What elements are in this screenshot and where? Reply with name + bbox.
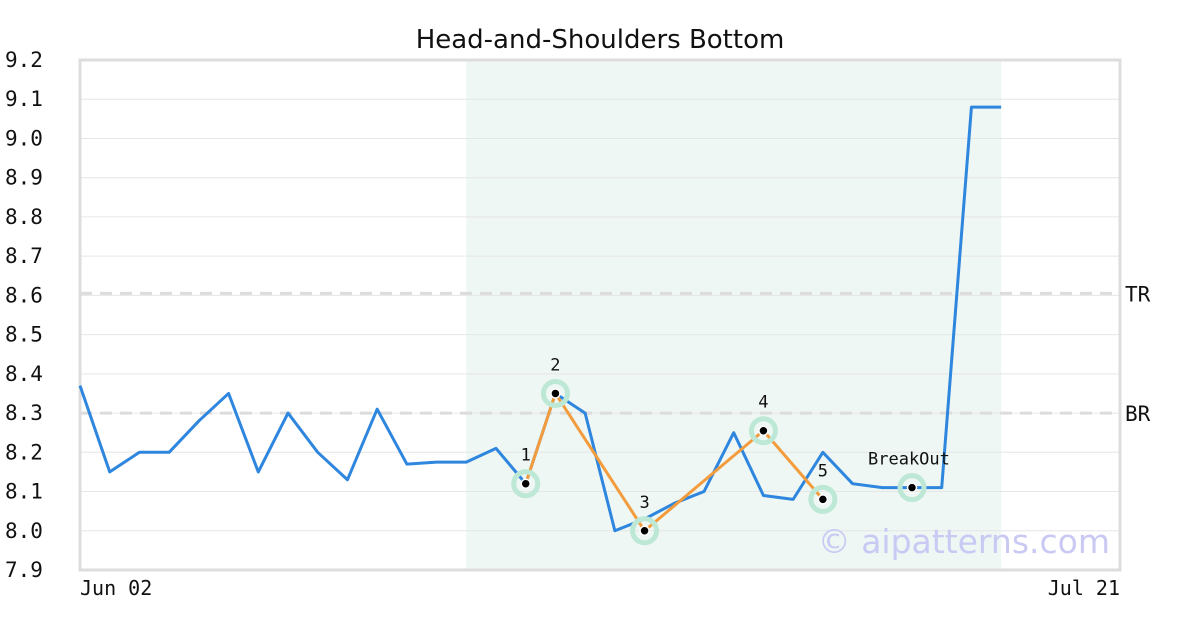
pattern-point-label: BreakOut <box>868 450 950 470</box>
y-tick-label: 9.0 <box>5 126 43 150</box>
pattern-point-label: 1 <box>521 446 531 466</box>
chart-title: Head-and-Shoulders Bottom <box>416 25 785 55</box>
level-label-br: BR <box>1125 402 1151 426</box>
pattern-point <box>817 494 829 505</box>
pattern-point-halo <box>808 484 838 514</box>
pattern-point-label: 2 <box>550 355 560 375</box>
y-tick-label: 8.2 <box>5 440 43 464</box>
x-tick-label: Jun 02 <box>80 576 152 600</box>
y-tick-label: 8.4 <box>5 362 43 386</box>
pattern-point <box>550 388 561 399</box>
y-tick-label: 8.6 <box>5 283 43 307</box>
pattern-point-halo <box>511 469 541 499</box>
pattern-point-halo <box>897 473 927 503</box>
y-tick-label: 9.2 <box>5 48 43 72</box>
pattern-point-halo <box>630 516 660 546</box>
y-tick-label: 8.0 <box>5 519 43 543</box>
x-tick-label: Jul 21 <box>1048 576 1120 600</box>
pattern-point-label: 5 <box>818 461 828 481</box>
pattern-point <box>520 478 531 489</box>
pattern-point-halo <box>748 416 778 446</box>
watermark: © aipatterns.com <box>818 522 1110 561</box>
y-tick-label: 8.1 <box>5 480 43 504</box>
level-label-tr: TR <box>1125 282 1151 306</box>
pattern-point <box>758 425 769 436</box>
y-tick-label: 9.1 <box>5 87 43 111</box>
plot-frame <box>78 58 1122 572</box>
pattern-point-label: 4 <box>758 393 768 413</box>
y-tick-label: 8.9 <box>5 166 43 190</box>
pattern-point-label: 3 <box>639 493 649 513</box>
y-tick-label: 8.5 <box>5 323 43 347</box>
y-tick-label: 8.8 <box>5 205 43 229</box>
y-tick-label: 8.3 <box>5 401 43 425</box>
pattern-point <box>906 482 918 493</box>
pattern-point <box>639 525 650 537</box>
y-tick-label: 8.7 <box>5 244 43 268</box>
y-tick-label: 7.9 <box>5 558 43 582</box>
pattern-point-halo <box>540 378 570 408</box>
